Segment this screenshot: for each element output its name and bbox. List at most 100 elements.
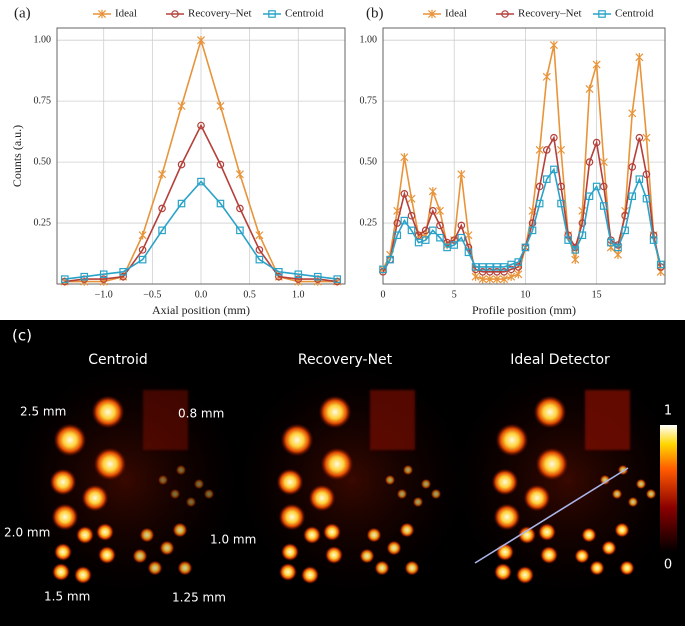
marker-circle: [138, 246, 147, 254]
legend-label: Ideal: [445, 8, 467, 20]
marker-square: [585, 192, 594, 201]
marker-cross: [592, 60, 601, 69]
marker-cross: [500, 274, 509, 284]
legend-marker: [501, 10, 509, 18]
phantom-rod: [139, 527, 155, 543]
marker-square: [649, 236, 658, 244]
marker-circle: [414, 231, 423, 240]
y-tick-label: 1.00: [360, 34, 378, 45]
phantom-rod: [175, 464, 187, 476]
phantom-glow: [452, 365, 682, 595]
phantom-rod: [359, 548, 375, 564]
marker-square: [275, 268, 283, 276]
marker-square: [436, 233, 444, 242]
phantom-rod: [645, 488, 657, 500]
phantom-images: [10, 365, 682, 595]
marker-circle: [158, 204, 166, 213]
marker-cross: [585, 84, 594, 94]
marker-square: [407, 226, 416, 235]
phantom-rod: [52, 563, 70, 581]
x-axis-label: Profile position (mm): [472, 303, 576, 317]
phantom-rod: [159, 540, 175, 556]
phantom-rod: [76, 526, 94, 544]
phantom-sector: [370, 390, 415, 450]
phantom-rod: [132, 548, 148, 564]
phantom-rod: [169, 488, 181, 500]
marker-square: [333, 275, 342, 283]
marker-square: [564, 236, 572, 244]
marker-square: [493, 263, 501, 271]
marker-cross: [407, 194, 416, 203]
marker-square: [379, 265, 387, 274]
marker-circle: [635, 133, 644, 142]
marker-circle: [429, 207, 437, 215]
phantom-rod: [599, 474, 611, 486]
marker-cross: [492, 274, 501, 284]
phantom-rod: [366, 527, 382, 543]
legend-marker: [171, 10, 179, 18]
marker-circle: [450, 236, 459, 244]
phantom-rod: [320, 447, 354, 481]
phantom-rod: [494, 563, 512, 581]
marker-square: [628, 192, 637, 201]
plot-frame: [56, 27, 346, 285]
marker-square: [550, 165, 558, 174]
marker-square: [542, 175, 551, 183]
phantom-rod: [589, 560, 605, 576]
marker-circle: [478, 268, 487, 276]
marker-circle: [599, 182, 608, 191]
profile-line: [474, 467, 629, 564]
marker-square: [621, 226, 629, 235]
marker-square: [429, 226, 437, 235]
phantom-rod: [533, 395, 567, 429]
phantom-rod: [635, 478, 647, 490]
image-title: Centroid: [88, 352, 148, 368]
size-label: 2.0 mm: [4, 526, 50, 540]
marker-square: [486, 263, 494, 271]
marker-cross: [235, 170, 244, 179]
marker-square: [216, 199, 225, 208]
marker-square: [578, 231, 587, 240]
phantom-rod: [91, 395, 125, 429]
phantom-rod: [54, 543, 72, 561]
x-tick-label: 5: [452, 289, 457, 300]
phantom-rod: [185, 496, 197, 508]
marker-circle: [216, 160, 225, 169]
phantom-rod: [323, 523, 341, 541]
legend-label: Centroid: [285, 8, 324, 20]
marker-cross: [514, 270, 523, 279]
marker-circle: [514, 263, 523, 271]
legend-label: Ideal: [115, 8, 137, 20]
plot-frame: [382, 27, 666, 285]
marker-circle: [578, 219, 587, 227]
phantom-rod: [81, 484, 109, 512]
marker-circle: [255, 246, 264, 254]
x-axis-label: Axial position (mm): [152, 303, 250, 317]
colorbar: [660, 425, 677, 552]
marker-square: [457, 233, 466, 242]
marker-circle: [457, 221, 466, 230]
marker-cross: [507, 272, 516, 281]
x-tick-label: −0.5: [143, 289, 161, 300]
marker-cross: [158, 170, 167, 179]
marker-square: [614, 243, 622, 252]
legend-label: Recovery–Net: [188, 8, 252, 20]
phantom-rod: [325, 546, 343, 564]
marker-square: [138, 255, 147, 264]
marker-cross: [471, 272, 480, 281]
marker-circle: [197, 121, 205, 130]
marker-circle: [119, 272, 127, 281]
phantom-rod: [601, 540, 617, 556]
phantom-rod: [53, 423, 87, 457]
marker-square: [656, 260, 665, 269]
marker-square: [60, 275, 69, 283]
marker-cross: [138, 231, 147, 240]
phantom-rod: [538, 523, 556, 541]
phantom-rod: [74, 566, 92, 584]
marker-circle: [421, 226, 430, 235]
phantom-rod: [172, 522, 188, 538]
marker-circle: [294, 275, 303, 283]
phantom-rod: [412, 496, 424, 508]
phantom-rod: [276, 468, 304, 496]
phantom-glow: [10, 365, 240, 595]
